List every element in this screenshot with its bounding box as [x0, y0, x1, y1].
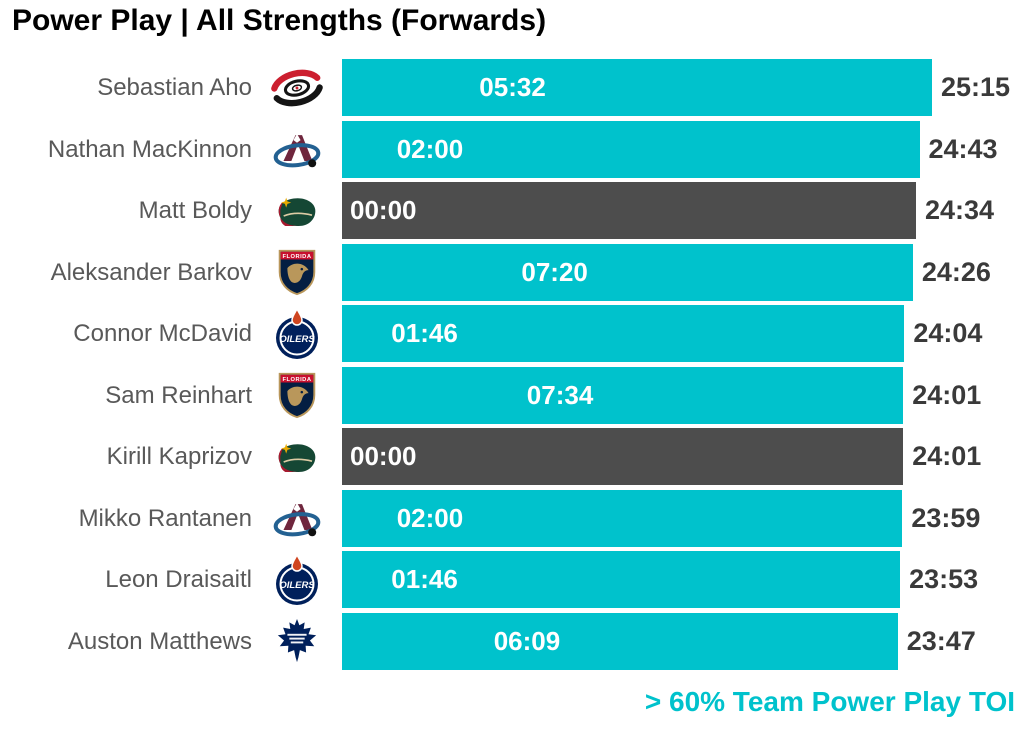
- player-name-label: Sebastian Aho: [97, 74, 252, 101]
- pp-toi-label: 07:34: [526, 379, 594, 410]
- total-toi-label: 23:53: [909, 564, 979, 595]
- total-toi-bar: 02:00: [342, 120, 920, 178]
- player-name-label: Auston Matthews: [67, 627, 252, 655]
- total-toi-bar: 06:09: [342, 612, 898, 670]
- pp-toi-label: 00:00: [350, 195, 417, 226]
- player-name-label: Matt Boldy: [138, 197, 252, 225]
- total-toi-label: 24:01: [912, 379, 982, 410]
- total-toi-bar: 01:46: [342, 305, 905, 363]
- total-toi-bar: 07:20: [342, 243, 913, 301]
- pp-toi-label: 07:20: [521, 256, 588, 287]
- player-name-label: Connor McDavid: [73, 320, 252, 348]
- player-name-label: Aleksander Barkov: [50, 258, 252, 286]
- player-name-label: Nathan MacKinnon: [47, 135, 252, 163]
- player-row: Kirill Kaprizov 00:00 24:01: [0, 428, 1024, 486]
- player-row: Mikko Rantanen 02:00 23:59: [0, 489, 1024, 547]
- player-row: Sam Reinhart FLORIDA 07:34 24:01: [0, 366, 1024, 424]
- florida-panthers-logo-icon: FLORIDA: [266, 367, 328, 424]
- total-toi-label: 24:43: [928, 133, 998, 164]
- total-toi-bar: 07:34: [342, 366, 904, 424]
- player-name-label: Kirill Kaprizov: [106, 443, 252, 471]
- player-name-label: Mikko Rantanen: [78, 504, 252, 532]
- pp-toi-label: 05:32: [479, 72, 546, 102]
- pp-toi-label: 06:09: [493, 625, 561, 656]
- total-toi-bar: 00:00: [342, 182, 916, 240]
- player-row: Matt Boldy 00:00 24:34: [0, 182, 1024, 240]
- player-row: Aleksander Barkov FLORIDA 07:20 24:26: [0, 243, 1024, 301]
- total-toi-bar: 00:00: [342, 428, 904, 486]
- player-name-label: Sam Reinhart: [105, 381, 252, 409]
- total-toi-label: 23:47: [906, 625, 976, 656]
- svg-text:FLORIDA: FLORIDA: [283, 377, 312, 383]
- total-toi-label: 25:15: [941, 72, 1011, 102]
- total-toi-label: 24:01: [912, 441, 982, 472]
- total-toi-label: 24:26: [921, 256, 991, 287]
- total-toi-bar: 02:00: [342, 489, 903, 547]
- colorado-avalanche-logo-icon: [266, 490, 328, 547]
- player-row: Sebastian Aho 05:32 25:15: [0, 59, 1024, 116]
- toronto-maple-leafs-logo-icon: [266, 613, 328, 670]
- svg-text:FLORIDA: FLORIDA: [283, 254, 312, 260]
- carolina-hurricanes-logo-icon: [266, 59, 328, 116]
- svg-text:OILERS: OILERS: [279, 580, 315, 591]
- player-row: Auston Matthews 06:09 23:47: [0, 612, 1024, 670]
- chart-title: Power Play | All Strengths (Forwards): [12, 4, 547, 37]
- florida-panthers-logo-icon: FLORIDA: [266, 244, 328, 301]
- pp-toi-label: 02:00: [396, 502, 464, 533]
- footnote-legend: > 60% Team Power Play TOI: [644, 686, 1015, 717]
- total-toi-label: 24:04: [913, 318, 983, 349]
- svg-text:OILERS: OILERS: [279, 334, 315, 345]
- chart-rows: Sebastian Aho 05:32 25:15 Nathan MacKinn…: [0, 59, 1024, 674]
- total-toi-label: 24:34: [925, 195, 995, 226]
- minnesota-wild-logo-icon: [266, 182, 328, 239]
- minnesota-wild-logo-icon: [266, 428, 328, 485]
- edmonton-oilers-logo-icon: OILERS: [266, 551, 328, 608]
- player-name-label: Leon Draisaitl: [105, 566, 252, 594]
- pp-toi-label: 00:00: [350, 441, 417, 472]
- total-toi-bar: 05:32: [342, 59, 932, 116]
- player-row: Nathan MacKinnon 02:00 24:43: [0, 120, 1024, 178]
- player-row: Connor McDavid OILERS 01:46 24:04: [0, 305, 1024, 363]
- total-toi-label: 23:59: [911, 502, 981, 533]
- edmonton-oilers-logo-icon: OILERS: [266, 305, 328, 362]
- player-row: Leon Draisaitl OILERS 01:46 23:53: [0, 551, 1024, 609]
- pp-toi-label: 01:46: [391, 564, 458, 595]
- colorado-avalanche-logo-icon: [266, 121, 328, 178]
- pp-toi-label: 01:46: [391, 318, 458, 349]
- total-toi-bar: 01:46: [342, 551, 901, 609]
- pp-toi-label: 02:00: [396, 133, 464, 164]
